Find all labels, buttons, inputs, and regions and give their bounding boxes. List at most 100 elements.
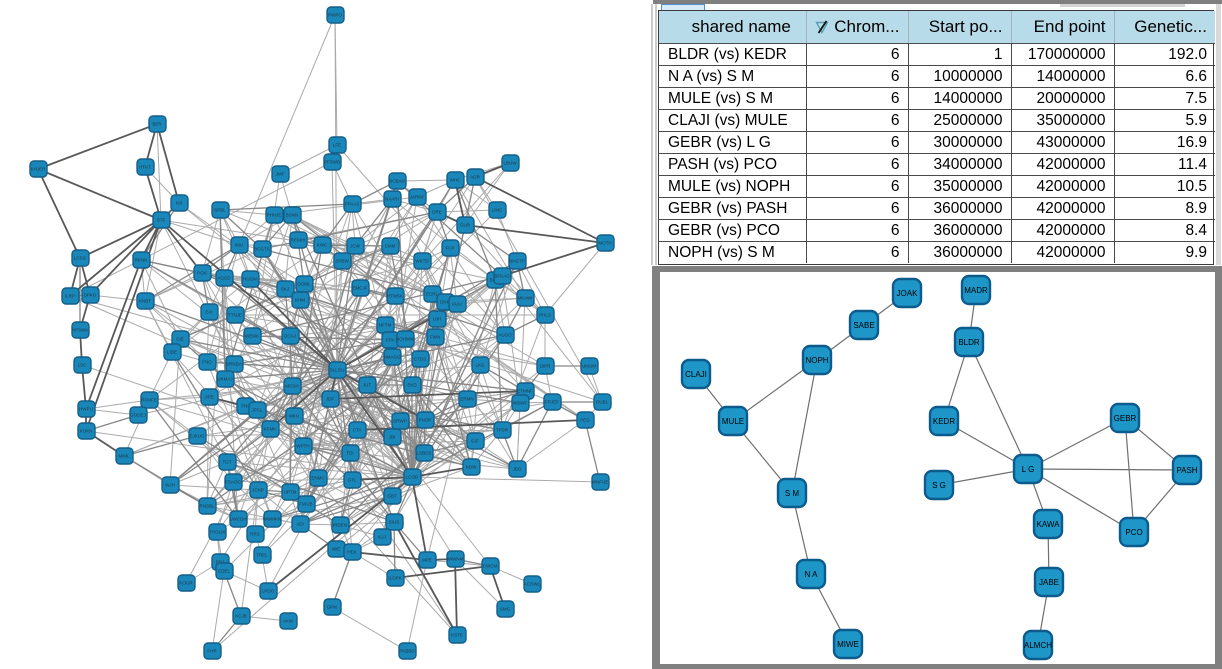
svg-text:PGK: PGK	[197, 271, 207, 276]
svg-text:ECRL: ECRL	[426, 292, 439, 297]
svg-text:LIMC: LIMC	[492, 208, 504, 213]
svg-text:IWE: IWE	[332, 547, 341, 552]
svg-text:MKU: MKU	[289, 414, 299, 419]
svg-text:AGR: AGR	[470, 175, 481, 180]
svg-text:JDF: JDF	[326, 397, 334, 402]
svg-text:UWCDH: UWCDH	[229, 517, 246, 522]
svg-text:SFK: SFK	[386, 338, 395, 343]
svg-text:MULE: MULE	[722, 417, 744, 426]
svg-text:FNI: FNI	[241, 404, 248, 409]
svg-text:GTL: GTL	[348, 478, 357, 483]
svg-text:JPCL: JPCL	[251, 408, 263, 413]
svg-text:BFKAG: BFKAG	[494, 274, 510, 279]
svg-text:MKAWI: MKAWI	[517, 296, 532, 301]
svg-text:PEG: PEG	[580, 418, 590, 423]
svg-text:ALMCH: ALMCH	[1024, 641, 1052, 650]
svg-text:ILOPK: ILOPK	[388, 576, 401, 581]
svg-text:ENMC: ENMC	[311, 476, 325, 481]
svg-text:KHM: KHM	[295, 298, 305, 303]
svg-text:UJH: UJH	[433, 317, 442, 322]
svg-text:SIUS: SIUS	[389, 520, 400, 525]
svg-text:RNSBL: RNSBL	[199, 504, 215, 509]
svg-text:WNFUE: WNFUE	[592, 480, 609, 485]
svg-text:S M: S M	[785, 489, 800, 498]
svg-text:OSWL: OSWL	[297, 282, 311, 287]
svg-text:GEBR: GEBR	[1114, 414, 1137, 423]
svg-text:SMG: SMG	[500, 607, 511, 612]
svg-text:JARNF: JARNF	[410, 195, 425, 200]
svg-text:NOPH: NOPH	[805, 356, 828, 365]
svg-text:KFMK: KFMK	[264, 427, 277, 432]
svg-text:JCW: JCW	[350, 244, 360, 249]
svg-text:SRWP: SRWP	[393, 419, 406, 424]
svg-text:HPSWK: HPSWK	[72, 328, 89, 333]
svg-text:N A: N A	[805, 570, 819, 579]
svg-text:GODEJ: GODEJ	[130, 413, 146, 418]
svg-text:LCOD: LCOD	[406, 475, 419, 480]
svg-text:AKW: AKW	[283, 619, 294, 624]
svg-text:PNOP: PNOP	[419, 418, 432, 423]
svg-text:SPBW: SPBW	[335, 259, 349, 264]
svg-text:SJF: SJF	[471, 439, 479, 444]
svg-text:CTDS: CTDS	[414, 357, 426, 362]
svg-text:PWPO: PWPO	[328, 13, 342, 18]
svg-text:JIPE: JIPE	[204, 395, 214, 400]
svg-text:BCGTS: BCGTS	[254, 247, 270, 252]
svg-text:BCBAN: BCBAN	[389, 179, 405, 184]
svg-text:KCJB: KCJB	[235, 614, 247, 619]
svg-text:FHR: FHR	[207, 649, 217, 654]
svg-text:LPDO: LPDO	[262, 589, 275, 594]
svg-text:L G: L G	[1022, 465, 1035, 474]
svg-text:WJH: WJH	[165, 483, 175, 488]
svg-text:AGGD: AGGD	[217, 276, 231, 281]
svg-text:WKTD: WKTD	[415, 259, 429, 264]
svg-text:TREL: TREL	[256, 553, 268, 558]
svg-text:UKMAJ: UKMAJ	[217, 377, 232, 382]
svg-text:TPSR: TPSR	[496, 428, 509, 433]
svg-text:GPIK: GPIK	[327, 605, 338, 610]
svg-text:NMAGG: NMAGG	[383, 355, 401, 360]
svg-text:EKD: EKD	[407, 383, 417, 388]
svg-text:RFMFE: RFMFE	[141, 398, 157, 403]
svg-text:BHGTP: BHGTP	[509, 259, 525, 264]
svg-text:WHC: WHC	[450, 178, 461, 183]
svg-text:KUU: KUU	[452, 302, 462, 307]
svg-text:KHJER: KHJER	[31, 167, 47, 172]
svg-text:GUR: GUR	[460, 223, 471, 228]
svg-text:UMUM: UMUM	[582, 364, 596, 369]
svg-text:WWMKN: WWMKN	[263, 517, 282, 522]
svg-text:MPE: MPE	[422, 558, 432, 563]
svg-text:KEDR: KEDR	[933, 417, 955, 426]
svg-text:FPJEF: FPJEF	[545, 400, 559, 405]
svg-text:THOLM: THOLM	[209, 530, 225, 535]
svg-text:PDJ: PDJ	[216, 560, 225, 565]
svg-text:LSBOS: LSBOS	[416, 451, 431, 456]
svg-text:KOGR: KOGR	[179, 581, 193, 586]
svg-text:JCNP: JCNP	[252, 488, 264, 493]
svg-text:DRE: DRE	[432, 210, 442, 215]
svg-text:TTNJE: TTNJE	[228, 313, 242, 318]
svg-text:CDEL: CDEL	[218, 569, 231, 574]
svg-text:TGT: TGT	[223, 460, 232, 465]
svg-text:LKG: LKG	[475, 363, 485, 368]
svg-text:LSC: LSC	[78, 363, 88, 368]
svg-text:GBT: GBT	[387, 494, 397, 499]
svg-text:HUGM: HUGM	[243, 277, 257, 282]
svg-text:KSTE: KSTE	[451, 633, 463, 638]
svg-text:CMM: CMM	[385, 244, 396, 249]
svg-text:ADI: ADI	[296, 522, 304, 527]
svg-text:PFSWB: PFSWB	[324, 160, 340, 165]
svg-text:DLLOU: DLLOU	[329, 368, 344, 373]
svg-text:SABE: SABE	[853, 321, 874, 330]
svg-text:NAARI: NAARI	[385, 197, 399, 202]
svg-text:LBUW: LBUW	[503, 161, 517, 166]
svg-text:FNO: FNO	[202, 360, 212, 365]
svg-text:BSNN: BSNN	[286, 213, 299, 218]
svg-text:RKNN: RKNN	[135, 258, 148, 263]
svg-text:PKBBD: PKBBD	[399, 649, 415, 654]
svg-text:IRDEN: IRDEN	[333, 523, 347, 528]
svg-text:SKJ: SKJ	[281, 287, 289, 292]
svg-text:NOHMW: NOHMW	[396, 337, 415, 342]
svg-text:JBO: JBO	[513, 467, 522, 472]
svg-text:WSWF: WSWF	[513, 401, 527, 406]
